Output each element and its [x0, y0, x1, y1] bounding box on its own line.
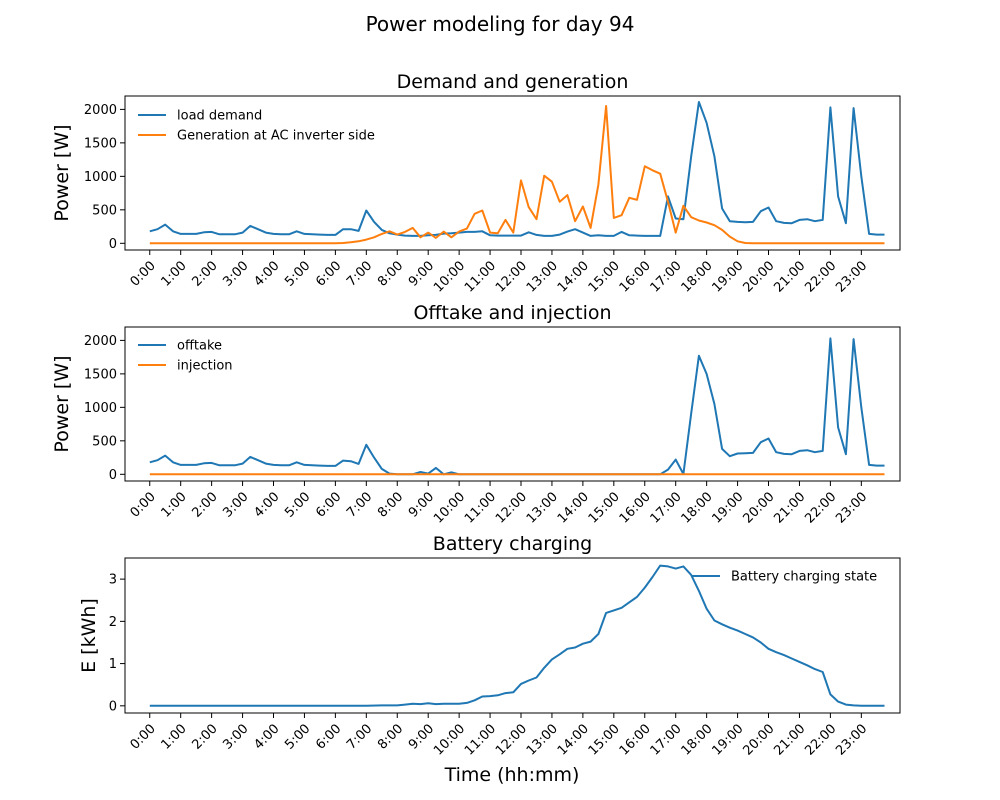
y-tick-label: 0: [109, 468, 117, 483]
series-line-1: [149, 564, 885, 707]
y-tick-label: 2000: [84, 334, 117, 349]
y-tick-label: 1500: [84, 136, 117, 151]
plot-frame: [124, 557, 901, 714]
y-tick-label: 0: [109, 699, 117, 714]
y-axis-label: E [kWh]: [78, 598, 100, 673]
legend-label: load demand: [177, 109, 262, 124]
y-axis-label: Power [W]: [51, 124, 73, 221]
y-tick-label: 1000: [84, 170, 117, 185]
chart-title: Battery charging: [433, 533, 592, 555]
y-tick-label: 500: [92, 203, 117, 218]
figure-xlabel: Time (hh:mm): [444, 764, 580, 786]
y-tick-label: 2: [109, 615, 117, 630]
y-tick-label: 3: [109, 573, 117, 588]
plot-frame: [124, 95, 901, 251]
legend-label: injection: [177, 359, 233, 374]
legend-label: Generation at AC inverter side: [177, 129, 375, 144]
y-tick-label: 1000: [84, 401, 117, 416]
y-axis-label: Power [W]: [51, 355, 73, 452]
chart-title: Offtake and injection: [413, 302, 611, 324]
y-tick-label: 1500: [84, 367, 117, 382]
legend-label: offtake: [177, 339, 222, 354]
chart-title: Demand and generation: [397, 71, 629, 93]
plot-frame: [124, 326, 901, 482]
series-line-2: [149, 105, 885, 245]
series-line-1: [149, 101, 885, 237]
y-tick-label: 0: [109, 237, 117, 252]
y-tick-label: 500: [92, 434, 117, 449]
figure-title: Power modeling for day 94: [366, 12, 635, 36]
y-tick-label: 1: [109, 657, 117, 672]
legend-label: Battery charging state: [731, 570, 877, 585]
y-tick-label: 2000: [84, 103, 117, 118]
